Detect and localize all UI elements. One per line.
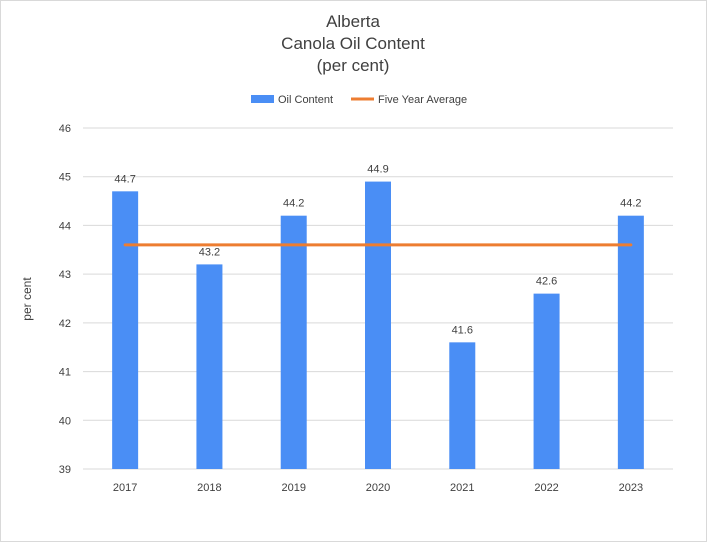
x-tick-label-2022: 2022 [534,482,558,494]
legend-label-oil-content: Oil Content [278,94,333,106]
y-tick-label: 41 [59,367,71,379]
y-tick-label: 43 [59,269,71,281]
x-tick-label-2018: 2018 [197,482,221,494]
bar-oil-content-2018 [196,264,223,469]
legend-label-five-year-average: Five Year Average [378,94,467,106]
legend-swatch-oil-content [251,95,274,103]
x-tick-label-2020: 2020 [366,482,390,494]
y-tick-label: 45 [59,172,71,184]
bar-oil-content-2022 [533,293,560,469]
x-tick-label-2021: 2021 [450,482,474,494]
x-tick-label-2019: 2019 [281,482,305,494]
bar-oil-content-2023 [617,215,644,469]
y-tick-label: 40 [59,415,71,427]
chart-title-line: Alberta [326,12,380,31]
chart-title-line: Canola Oil Content [281,34,425,53]
x-tick-label-2017: 2017 [113,482,137,494]
y-tick-label: 42 [59,318,71,330]
data-label-2022: 42.6 [536,276,557,288]
data-label-2023: 44.2 [620,198,641,210]
y-tick-label: 46 [59,123,71,135]
bar-oil-content-2017 [112,191,139,470]
data-label-2021: 41.6 [452,324,473,336]
data-label-2018: 43.2 [199,246,220,258]
chart-title-line: (per cent) [317,56,390,75]
data-label-2019: 44.2 [283,198,304,210]
x-tick-label-2023: 2023 [619,482,643,494]
data-label-2017: 44.7 [114,173,135,185]
bar-oil-content-2019 [280,215,307,469]
y-tick-label: 39 [59,464,71,476]
bar-oil-content-2021 [449,342,476,469]
y-axis-title: per cent [20,277,34,321]
y-tick-label: 44 [59,220,71,232]
data-label-2020: 44.9 [367,164,388,176]
bar-oil-content-2020 [365,181,391,470]
